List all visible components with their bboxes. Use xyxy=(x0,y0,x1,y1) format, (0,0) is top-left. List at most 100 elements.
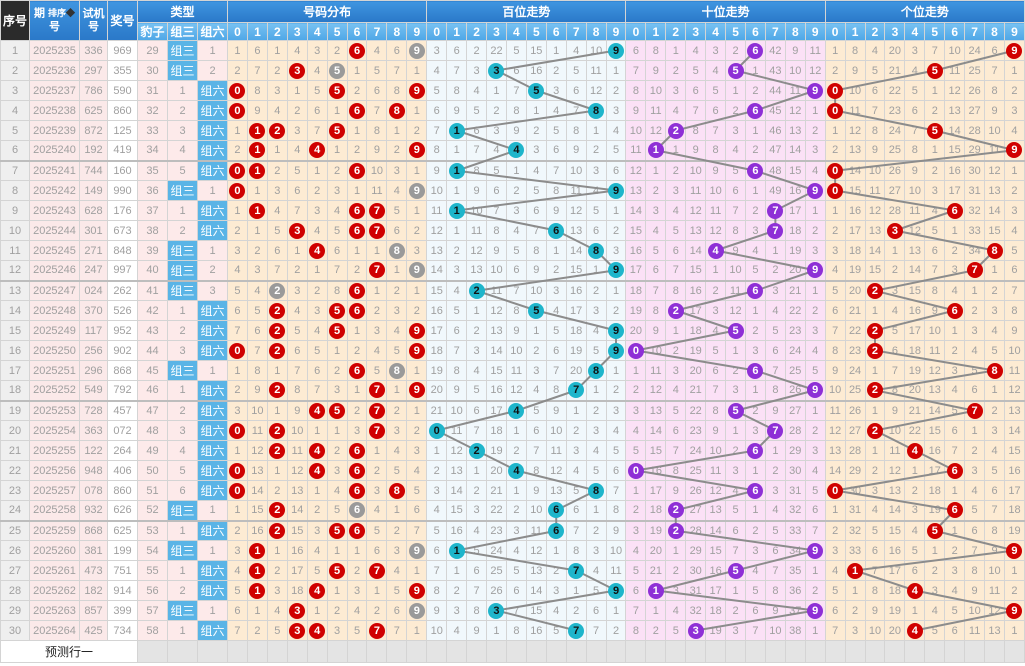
header-zusan: 组三 xyxy=(167,22,198,41)
forecast-cell[interactable] xyxy=(426,640,448,663)
dist-cell: 4 xyxy=(306,140,328,161)
dist-ball: 7 xyxy=(368,622,385,639)
forecast-cell[interactable] xyxy=(565,640,587,663)
forecast-cell[interactable] xyxy=(605,640,627,663)
tens-cell: 2 xyxy=(665,519,687,541)
forecast-cell[interactable] xyxy=(804,640,826,663)
hundreds-cell: 15 xyxy=(486,360,507,381)
header-issue[interactable]: 期 排序◆ 号 xyxy=(29,0,80,41)
dist-cell: 3 xyxy=(326,460,348,481)
forecast-cell[interactable] xyxy=(984,640,1005,663)
forecast-cell[interactable] xyxy=(764,640,786,663)
forecast-cell[interactable] xyxy=(665,640,687,663)
forecast-cell[interactable] xyxy=(167,640,198,663)
hundreds-cell: 12 xyxy=(466,240,488,261)
forecast-cell[interactable] xyxy=(725,640,746,663)
forecast-cell[interactable] xyxy=(306,640,328,663)
forecast-cell[interactable] xyxy=(1003,640,1025,663)
forecast-cell[interactable] xyxy=(326,640,348,663)
hundreds-cell: 11 xyxy=(545,440,567,461)
forecast-cell[interactable] xyxy=(386,640,408,663)
forecast-cell[interactable] xyxy=(864,640,886,663)
forecast-cell[interactable] xyxy=(246,640,268,663)
tens-cell: 3 xyxy=(665,80,687,101)
forecast-cell[interactable] xyxy=(645,640,667,663)
hundreds-cell: 9 xyxy=(426,600,448,621)
forecast-cell[interactable] xyxy=(884,640,906,663)
header-zuliu: 组六 xyxy=(196,22,229,41)
dist-cell: 9 xyxy=(406,80,428,101)
forecast-cell[interactable] xyxy=(844,640,866,663)
forecast-cell[interactable] xyxy=(964,640,986,663)
forecast-cell[interactable] xyxy=(366,640,388,663)
dist-cell: 9 xyxy=(246,100,268,121)
hundreds-ball: 9 xyxy=(608,342,624,359)
table-row: 21 2025255 122 264 49 4 组六 1 12 2 11 4 2 6 1 4 3 1 12 2 19 2 7… xyxy=(0,440,1025,461)
hundreds-cell: 7 xyxy=(466,580,488,601)
forecast-cell[interactable] xyxy=(944,640,966,663)
hundreds-cell: 3 xyxy=(486,600,507,621)
forecast-cell[interactable] xyxy=(486,640,507,663)
tens-ball: 6 xyxy=(747,442,764,459)
units-cell: 14 xyxy=(944,120,966,141)
forecast-cell[interactable] xyxy=(227,640,248,663)
type-zusan-cell: 1 xyxy=(167,200,198,221)
forecast-cell[interactable] xyxy=(406,640,428,663)
hundreds-cell: 7 xyxy=(565,519,587,541)
sort-button[interactable]: 排序◆ xyxy=(48,8,76,19)
dist-cell: 4 xyxy=(366,500,388,521)
forecast-cell[interactable] xyxy=(924,640,946,663)
dist-cell: 6 xyxy=(346,200,368,221)
forecast-cell[interactable] xyxy=(904,640,926,663)
units-cell: 11 xyxy=(984,140,1005,161)
tens-cell: 19 xyxy=(685,340,707,361)
units-cell: 1 xyxy=(944,220,966,241)
dist-cell: 1 xyxy=(346,380,368,401)
forecast-cell[interactable] xyxy=(266,640,288,663)
forecast-cell[interactable] xyxy=(784,640,806,663)
units-cell: 12 xyxy=(1003,380,1025,401)
forecast-cell[interactable] xyxy=(824,640,846,663)
forecast-cell[interactable] xyxy=(525,640,547,663)
units-cell: 4 xyxy=(904,620,926,641)
units-cell: 9 xyxy=(984,540,1005,561)
tens-ball: 6 xyxy=(747,362,764,379)
forecast-cell[interactable] xyxy=(685,640,707,663)
dist-cell: 1 xyxy=(246,600,268,621)
row-trial-number: 192 xyxy=(79,140,108,161)
tens-cell: 30 xyxy=(685,560,707,581)
units-cell: 2 xyxy=(1003,580,1025,601)
row-issue: 2025256 xyxy=(29,460,80,481)
dist-cell: 4 xyxy=(306,220,328,241)
row-trial-number: 182 xyxy=(79,580,108,601)
forecast-cell[interactable] xyxy=(585,640,607,663)
forecast-cell[interactable] xyxy=(466,640,488,663)
forecast-cell[interactable] xyxy=(745,640,766,663)
forecast-cell[interactable] xyxy=(346,640,368,663)
forecast-cell[interactable] xyxy=(625,640,647,663)
hundreds-cell: 9 xyxy=(545,399,567,421)
forecast-cell[interactable] xyxy=(196,640,229,663)
forecast-cell[interactable] xyxy=(137,640,168,663)
tens-cell: 5 xyxy=(804,360,826,381)
units-cell: 29 xyxy=(844,460,866,481)
forecast-cell[interactable] xyxy=(286,640,308,663)
forecast-cell[interactable] xyxy=(545,640,567,663)
forecast-cell[interactable] xyxy=(505,640,527,663)
forecast-cell[interactable] xyxy=(446,640,468,663)
hundreds-cell: 6 xyxy=(426,540,448,561)
units-cell: 1 xyxy=(984,260,1005,281)
tens-cell: 5 xyxy=(725,399,746,421)
type-baozi-cell: 43 xyxy=(137,320,168,341)
units-cell: 13 xyxy=(944,100,966,121)
hundreds-cell: 1 xyxy=(486,620,507,641)
dist-cell: 3 xyxy=(227,399,248,421)
forecast-label: 预测行一 xyxy=(0,640,138,663)
dist-cell: 3 xyxy=(286,279,308,301)
hundreds-cell: 20 xyxy=(565,360,587,381)
tens-cell: 2 xyxy=(665,340,687,361)
forecast-cell[interactable] xyxy=(705,640,727,663)
hundreds-cell: 6 xyxy=(505,580,527,601)
dist-ball: 7 xyxy=(368,402,385,419)
dist-cell: 4 xyxy=(306,320,328,341)
